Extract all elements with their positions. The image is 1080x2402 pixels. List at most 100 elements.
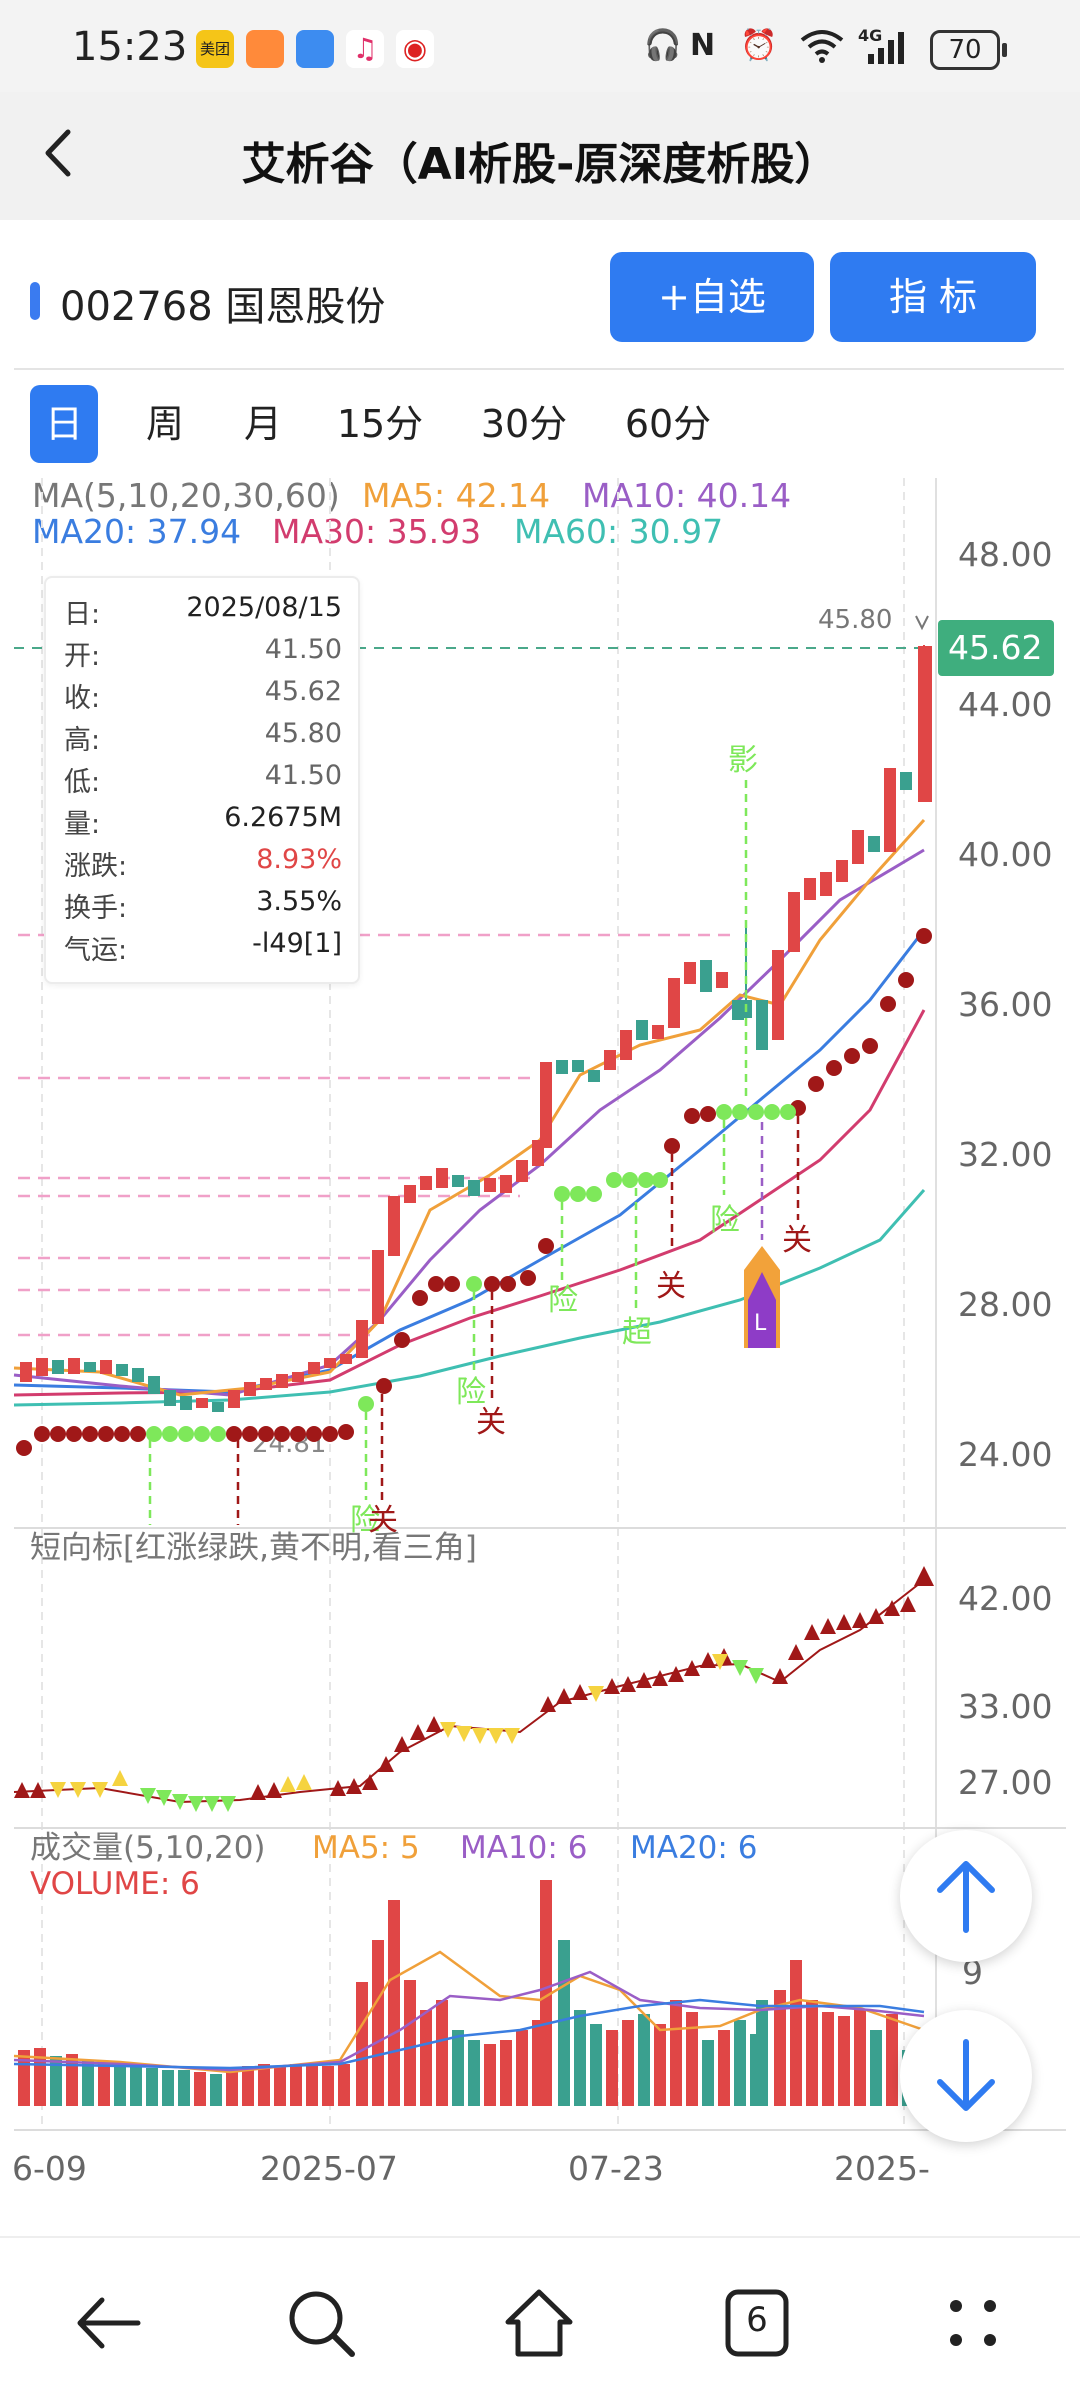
info-value: -l49[1] xyxy=(252,928,342,959)
tab-week[interactable]: 周 xyxy=(145,402,184,446)
price-tick: 24.00 xyxy=(958,1435,1052,1474)
triangles-up xyxy=(14,1566,934,1800)
signal-label: 超 xyxy=(622,1315,652,1350)
signal-label: 影 xyxy=(728,743,758,778)
price-tick: 32.00 xyxy=(958,1135,1052,1174)
signal-label: 险 xyxy=(548,1283,578,1318)
chevron-left-icon[interactable] xyxy=(32,118,92,188)
battery-indicator: 70 xyxy=(930,30,1007,70)
indicator-tick: 33.00 xyxy=(958,1687,1052,1726)
volume-bars xyxy=(18,1880,930,2106)
x-tick: 07-23 xyxy=(568,2149,664,2188)
short-indicator-line xyxy=(13,1579,925,1804)
headphones-icon: 🎧 xyxy=(644,28,682,63)
l-marker-label: L xyxy=(754,1311,767,1336)
chat-icon xyxy=(296,30,334,68)
meituan-icon: 美团 xyxy=(196,30,234,68)
browser-nav-bar: 6 xyxy=(0,2236,1080,2402)
price-tick: 40.00 xyxy=(958,835,1052,874)
ma-legend-title: MA(5,10,20,30,60) xyxy=(32,476,340,515)
tab-15min[interactable]: 15分 xyxy=(336,402,424,446)
arrow-up-icon xyxy=(937,1861,995,1933)
info-key: 换手: xyxy=(64,893,128,924)
arrow-down-icon xyxy=(937,2039,995,2111)
info-row: 开: 41.50 xyxy=(64,634,342,676)
signal-label: 关 xyxy=(368,1503,398,1538)
info-key: 低: xyxy=(64,767,101,798)
status-bar: 15:23 美团 ♫ ◉ 🎧 N ⏰ 4G 70 xyxy=(0,0,1080,92)
title-bar: 艾析谷（AI析股-原深度析股） xyxy=(0,92,1080,220)
info-row: 日: 2025/08/15 xyxy=(64,592,342,634)
volume-tick: 9 xyxy=(962,1953,983,1992)
back-arrow-icon[interactable] xyxy=(64,2278,154,2368)
info-row: 量: 6.2675M xyxy=(64,802,342,844)
high-arrow xyxy=(915,615,929,631)
info-key: 高: xyxy=(64,725,101,756)
volume-value: VOLUME: 6 xyxy=(30,1866,200,1902)
signal-label: 关 xyxy=(656,1269,686,1304)
divider xyxy=(14,368,1064,370)
indicator-button[interactable]: 指 标 xyxy=(830,252,1036,342)
info-value: 41.50 xyxy=(264,634,342,665)
info-value: 45.80 xyxy=(264,718,342,749)
signal-label: 险 xyxy=(710,1203,740,1238)
tab-day[interactable]: 日 xyxy=(30,385,98,463)
search-icon[interactable] xyxy=(276,2278,366,2368)
tabs-count: 6 xyxy=(746,2300,768,2340)
ma10-label: MA10: 40.14 xyxy=(582,476,792,515)
home-icon[interactable] xyxy=(494,2278,584,2368)
signal-label: 险 xyxy=(350,1503,380,1538)
info-row: 收: 45.62 xyxy=(64,676,342,718)
info-key: 量: xyxy=(64,809,101,840)
green-dots xyxy=(146,1104,796,1442)
info-value: 45.62 xyxy=(264,676,342,707)
music-icon: ♫ xyxy=(346,30,384,68)
tab-30min[interactable]: 30分 xyxy=(480,402,568,446)
indicator-tick: 27.00 xyxy=(958,1763,1052,1802)
info-row: 低: 41.50 xyxy=(64,760,342,802)
add-watchlist-button[interactable]: +自选 xyxy=(610,252,814,342)
price-tick: 36.00 xyxy=(958,985,1052,1024)
indicator-tick: 42.00 xyxy=(958,1579,1052,1618)
bank-icon: ◉ xyxy=(396,30,434,68)
ma60-label: MA60: 30.97 xyxy=(514,512,724,551)
page-title: 艾析谷（AI析股-原深度析股） xyxy=(241,139,839,190)
menu-dots-icon[interactable] xyxy=(928,2278,1018,2368)
info-key: 气运: xyxy=(64,935,128,966)
high-label: 45.80 xyxy=(818,605,892,635)
tab-month[interactable]: 月 xyxy=(243,402,282,446)
info-value: 2025/08/15 xyxy=(186,592,342,623)
ma5-label: MA5: 42.14 xyxy=(362,476,551,515)
x-tick: 6-09 xyxy=(12,2149,87,2188)
info-key: 涨跌: xyxy=(64,851,128,882)
triangles-down-green xyxy=(140,1660,764,1812)
last-price-badge xyxy=(938,620,1054,676)
signal-label: 关 xyxy=(782,1223,812,1258)
short-indicator-title: 短向标[红涨绿跌,黄不明,看三角] xyxy=(30,1530,477,1566)
stock-name: 002768 国恩股份 xyxy=(60,284,386,330)
x-tick: 2025- xyxy=(834,2149,930,2188)
wifi-icon xyxy=(800,28,844,72)
stock-marker xyxy=(30,282,40,320)
info-key: 开: xyxy=(64,641,101,672)
candle-info-tooltip: 日: 2025/08/15 开: 41.50 收: 45.62 高: 45.80 低: 4… xyxy=(44,576,360,984)
alarm-icon: ⏰ xyxy=(740,28,778,63)
last-price-label: 45.62 xyxy=(948,628,1042,667)
info-row: 换手: 3.55% xyxy=(64,886,342,928)
info-key: 收: xyxy=(64,683,101,714)
ma60-line xyxy=(13,1189,926,1407)
status-time: 15:23 xyxy=(72,24,188,70)
tabs-icon[interactable]: 6 xyxy=(712,2278,802,2368)
ma30-label: MA30: 35.93 xyxy=(272,512,482,551)
scroll-down-button[interactable] xyxy=(900,2010,1032,2142)
info-row: 涨跌: 8.93% xyxy=(64,844,342,886)
info-value: 41.50 xyxy=(264,760,342,791)
scroll-up-button[interactable] xyxy=(900,1830,1032,1962)
red-dots xyxy=(16,928,932,1456)
ma20-line xyxy=(13,929,926,1394)
tab-60min[interactable]: 60分 xyxy=(624,402,712,446)
info-value: 3.55% xyxy=(256,886,342,917)
info-row: 高: 45.80 xyxy=(64,718,342,760)
kline-chart[interactable]: 48.00 44.00 40.00 36.00 32.00 28.00 24.0… xyxy=(0,470,1080,2190)
volume-ma10: MA10: 6 xyxy=(460,1830,587,1866)
